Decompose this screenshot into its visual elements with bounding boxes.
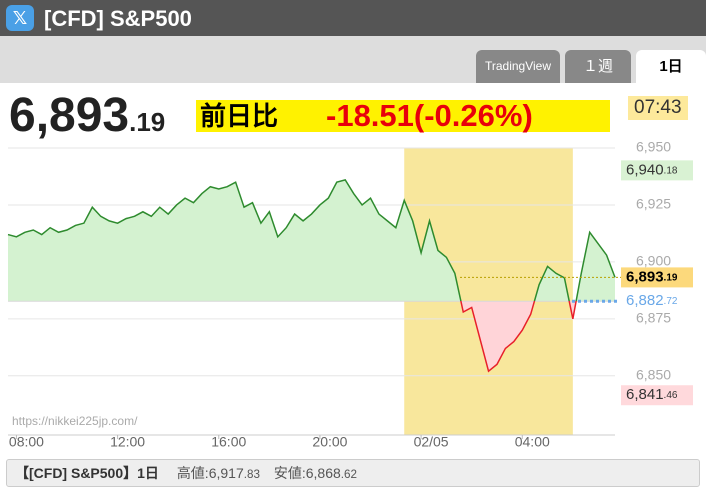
title-bar: 𝕏 [CFD] S&P500 xyxy=(0,0,706,36)
tab[interactable]: TradingView xyxy=(476,50,560,83)
level-label: 6,841.46 xyxy=(626,386,678,403)
y-tick-label: 6,950 xyxy=(636,139,671,155)
x-tick-label: 04:00 xyxy=(515,434,550,450)
footer-name: 【[CFD] S&P500】1日 xyxy=(15,465,159,481)
x-tick-label: 20:00 xyxy=(312,434,347,450)
level-label: 6,940.18 xyxy=(626,161,678,178)
level-sub: .18 xyxy=(664,165,678,176)
level-int: 6,882 xyxy=(626,292,664,309)
tab[interactable]: １週 xyxy=(565,50,631,83)
change-label: 前日比 xyxy=(200,101,279,131)
level-sub: .19 xyxy=(664,272,678,283)
price-line xyxy=(7,179,616,373)
low-sub: .62 xyxy=(340,468,358,481)
price-main: 6,893 xyxy=(9,89,130,142)
page-title: [CFD] S&P500 xyxy=(44,6,192,31)
x-logo[interactable]: 𝕏 xyxy=(6,5,34,31)
tab-row: TradingView １週 1日 xyxy=(0,36,706,83)
level-box xyxy=(621,267,693,288)
price: 6,893.19 xyxy=(9,88,165,143)
x-tick-label: 02/05 xyxy=(414,434,449,450)
footer-high: 高値:6,917.83 xyxy=(177,465,260,481)
high-label: 高値:6,917 xyxy=(176,465,244,481)
time: 07:43 xyxy=(628,96,688,120)
high-sub: .83 xyxy=(243,468,260,481)
low-label: 安値:6,868 xyxy=(273,465,341,481)
level-sub: .72 xyxy=(664,296,678,307)
level-box xyxy=(621,291,693,312)
change-box: 前日比 -18.51(-0.26%) xyxy=(196,100,610,132)
level-int: 6,940 xyxy=(626,161,664,178)
level-box xyxy=(621,385,693,406)
footer-low: 安値:6,868.62 xyxy=(274,465,357,481)
watermark: https://nikkei225jp.com/ xyxy=(12,414,138,428)
y-tick-label: 6,850 xyxy=(636,366,671,382)
footer: 【[CFD] S&P500】1日 高値:6,917.83 安値:6,868.62 xyxy=(6,459,700,487)
level-int: 6,841 xyxy=(626,386,664,403)
change-value: -18.51(-0.26%) xyxy=(326,98,533,133)
level-label: 6,882.72 xyxy=(626,292,678,309)
level-int: 6,893 xyxy=(626,268,664,285)
y-tick-label: 6,875 xyxy=(636,310,671,326)
level-sub: .46 xyxy=(664,390,678,401)
x-tick-label: 12:00 xyxy=(110,434,145,450)
area xyxy=(8,179,615,372)
x-tick-label: 16:00 xyxy=(211,434,246,450)
price-decimals: .19 xyxy=(129,107,166,137)
level-label: 6,893.19 xyxy=(626,268,678,285)
y-tick-label: 6,900 xyxy=(636,253,671,269)
y-tick-label: 6,925 xyxy=(636,196,671,212)
level-box xyxy=(621,160,693,181)
x-tick-label: 08:00 xyxy=(9,434,44,450)
tab-active[interactable]: 1日 xyxy=(636,50,706,83)
